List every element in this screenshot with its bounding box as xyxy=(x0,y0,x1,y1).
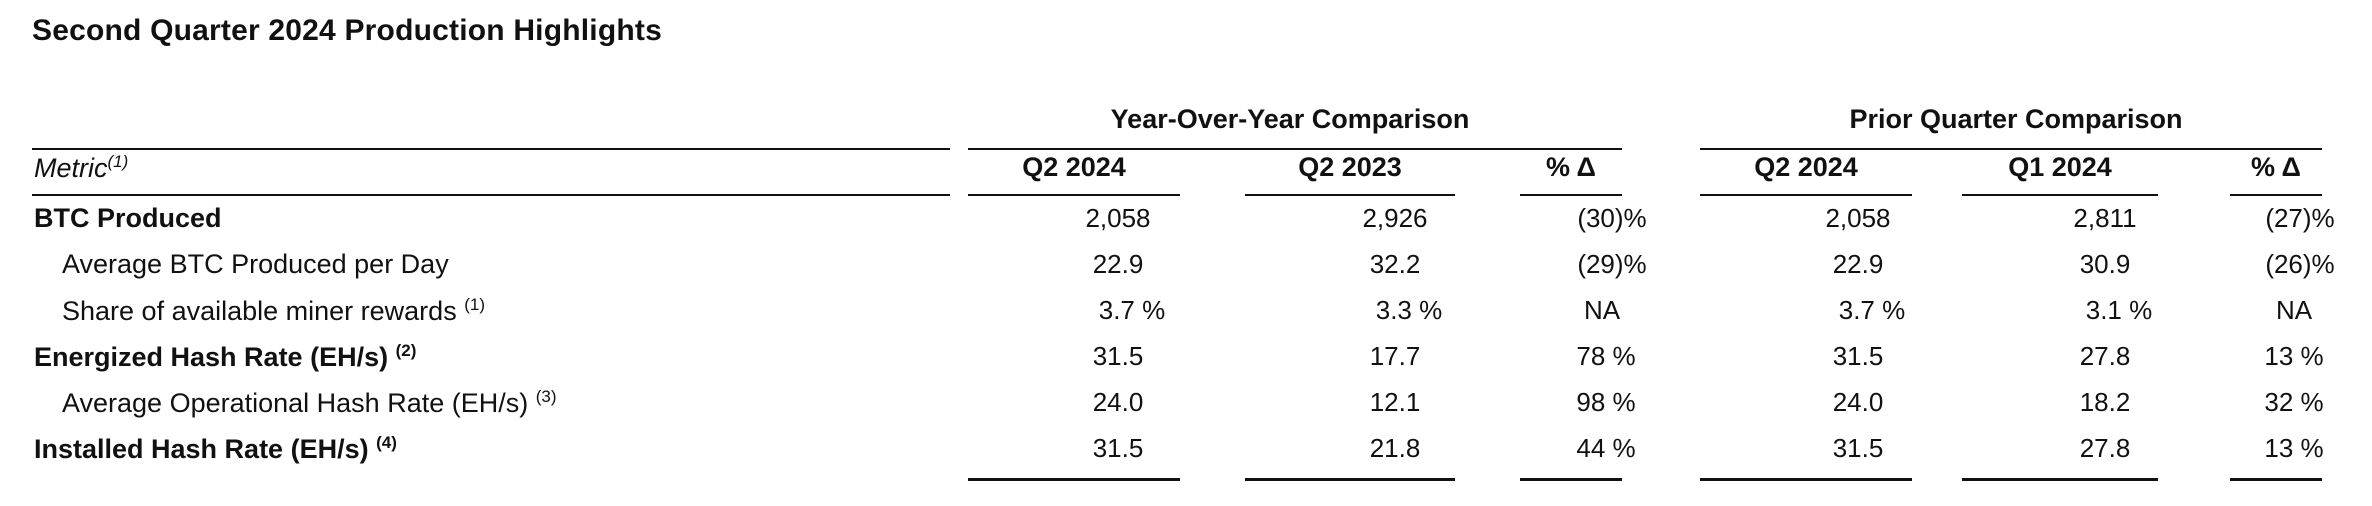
table-cell: 12.1 xyxy=(1369,387,1421,417)
table-cell: (26)% xyxy=(2265,249,2335,279)
column-rule-yoy-current xyxy=(968,194,1180,196)
table-cell: 3.3 % xyxy=(1375,295,1443,325)
page-title: Second Quarter 2024 Production Highlight… xyxy=(32,14,662,47)
column-rule-yoy-change xyxy=(1520,194,1622,196)
table-cell: 32.2 xyxy=(1369,249,1421,279)
column-rule-yoy-prior xyxy=(1245,194,1455,196)
table-cell: 31.5 xyxy=(1092,433,1144,463)
column-header-yoy-change: % Δ xyxy=(1546,152,1596,182)
table-cell: 13 % xyxy=(2264,341,2324,371)
header-rule-yoy xyxy=(968,148,1622,150)
table-cell: 24.0 xyxy=(1832,387,1884,417)
table-cell: 24.0 xyxy=(1092,387,1144,417)
column-rule-pq-current xyxy=(1700,194,1912,196)
table-cell: 21.8 xyxy=(1369,433,1421,463)
bottom-rule-yoy-current xyxy=(968,478,1180,481)
metric-column-header: Metric(1) xyxy=(34,152,129,183)
table-cell: 18.2 xyxy=(2079,387,2131,417)
bottom-rule-pq-prior xyxy=(1962,478,2158,481)
table-cell: (27)% xyxy=(2265,203,2335,233)
column-rule-metric xyxy=(32,194,950,196)
bottom-rule-yoy-prior xyxy=(1245,478,1455,481)
table-cell: 44 % xyxy=(1576,433,1636,463)
table-cell: 17.7 xyxy=(1369,341,1421,371)
row-label-share-of-miner-rewards: Share of available miner rewards (1) xyxy=(62,295,485,326)
column-header-yoy-q2-2024: Q2 2024 xyxy=(1022,152,1126,182)
header-rule-left xyxy=(32,148,950,150)
column-header-pq-q2-2024: Q2 2024 xyxy=(1754,152,1858,182)
column-header-pq-change: % Δ xyxy=(2251,152,2301,182)
table-cell: 98 % xyxy=(1576,387,1636,417)
table-cell: 3.7 % xyxy=(1098,295,1166,325)
table-cell: 3.1 % xyxy=(2085,295,2153,325)
bottom-rule-pq-current xyxy=(1700,478,1912,481)
table-cell: 13 % xyxy=(2264,433,2324,463)
column-header-q1-2024: Q1 2024 xyxy=(2008,152,2112,182)
header-rule-prior xyxy=(1700,148,2322,150)
bottom-rule-pq-change xyxy=(2230,478,2322,481)
table-cell: 78 % xyxy=(1576,341,1636,371)
table-cell: NA xyxy=(2275,295,2313,325)
table-cell: 30.9 xyxy=(2079,249,2131,279)
table-cell: 31.5 xyxy=(1092,341,1144,371)
column-header-q2-2023: Q2 2023 xyxy=(1298,152,1402,182)
table-cell: NA xyxy=(1583,295,1621,325)
table-cell: (29)% xyxy=(1577,249,1647,279)
prior-quarter-group-header: Prior Quarter Comparison xyxy=(1849,104,2183,134)
table-cell: 22.9 xyxy=(1092,249,1144,279)
row-label-btc-produced: BTC Produced xyxy=(34,203,222,233)
table-cell: 2,058 xyxy=(1085,203,1151,233)
yoy-group-header: Year-Over-Year Comparison xyxy=(1110,104,1470,134)
column-rule-pq-prior xyxy=(1962,194,2158,196)
bottom-rule-yoy-change xyxy=(1520,478,1622,481)
table-cell: (30)% xyxy=(1577,203,1647,233)
table-cell: 27.8 xyxy=(2079,433,2131,463)
table-cell: 3.7 % xyxy=(1838,295,1906,325)
table-cell: 27.8 xyxy=(2079,341,2131,371)
table-cell: 31.5 xyxy=(1832,433,1884,463)
table-cell: 22.9 xyxy=(1832,249,1884,279)
row-label-installed-hash-rate: Installed Hash Rate (EH/s) (4) xyxy=(34,433,397,464)
table-cell: 32 % xyxy=(2264,387,2324,417)
table-cell: 2,811 xyxy=(2073,203,2137,233)
table-cell: 31.5 xyxy=(1832,341,1884,371)
row-label-energized-hash-rate: Energized Hash Rate (EH/s) (2) xyxy=(34,341,417,372)
column-rule-pq-change xyxy=(2230,194,2322,196)
row-label-average-btc-per-day: Average BTC Produced per Day xyxy=(62,249,449,279)
table-cell: 2,926 xyxy=(1362,203,1428,233)
table-cell: 2,058 xyxy=(1825,203,1891,233)
row-label-average-operational-hash-rate: Average Operational Hash Rate (EH/s) (3) xyxy=(62,387,557,418)
